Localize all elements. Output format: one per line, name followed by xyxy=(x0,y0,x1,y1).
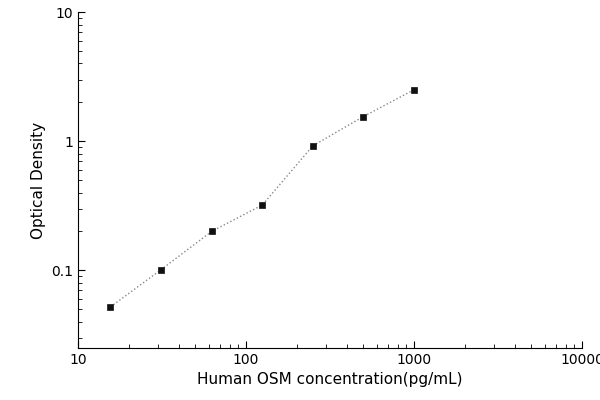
X-axis label: Human OSM concentration(pg/mL): Human OSM concentration(pg/mL) xyxy=(197,372,463,388)
Y-axis label: Optical Density: Optical Density xyxy=(31,122,46,238)
